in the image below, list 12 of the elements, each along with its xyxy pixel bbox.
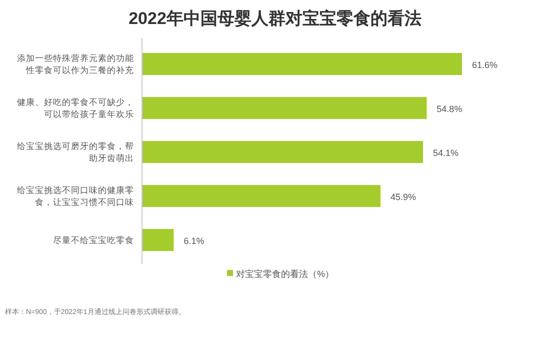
data-label: 54.1%	[433, 148, 459, 158]
data-label: 6.1%	[184, 236, 204, 246]
legend: 对宝宝零食的看法（%）	[227, 269, 334, 279]
data-label: 45.9%	[390, 192, 416, 202]
chart-title: 2022年中国母婴人群对宝宝零食的看法	[128, 9, 422, 28]
data-label: 54.8%	[436, 104, 462, 114]
y-tick-label: 健康、好吃的零食不可缺少，可以带给孩子童年欢乐	[17, 97, 134, 119]
y-tick-label: 给宝宝挑选可磨牙的零食，帮助牙齿萌出	[17, 141, 134, 163]
y-tick-label: 给宝宝挑选不同口味的健康零食，让宝宝习惯不同口味	[17, 185, 134, 207]
y-tick-label: 添加一些特殊营养元素的功能性零食可以作为三餐的补充	[17, 53, 134, 75]
y-tick-label: 尽量不给宝宝吃零食	[53, 235, 134, 245]
data-label: 61.6%	[472, 60, 498, 70]
